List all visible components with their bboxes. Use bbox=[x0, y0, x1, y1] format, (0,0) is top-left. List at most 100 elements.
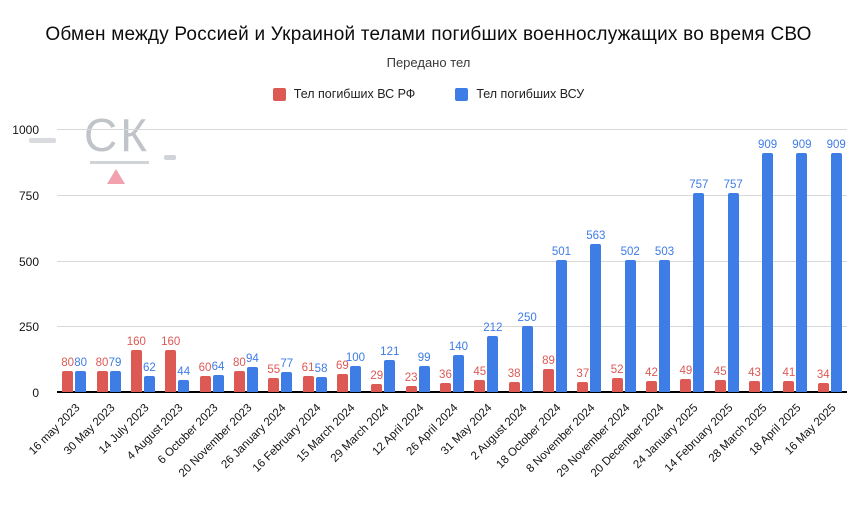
bar-group: 80 80 bbox=[61, 130, 87, 392]
bar-group: 36 140 bbox=[439, 130, 469, 392]
bar-rf: 29 bbox=[370, 370, 383, 392]
bar-group: 61 58 bbox=[302, 130, 328, 392]
bar-rf: 43 bbox=[748, 367, 761, 392]
bar-group: 37 563 bbox=[576, 130, 606, 392]
legend-label-vsu: Тел погибших ВСУ bbox=[476, 87, 585, 101]
y-tick-label: 1000 bbox=[12, 123, 39, 137]
bar-group: 41 909 bbox=[782, 130, 812, 392]
bar-value-label-rf: 23 bbox=[404, 371, 418, 384]
bar-rf: 60 bbox=[199, 362, 211, 392]
bar-group: 80 79 bbox=[96, 130, 122, 392]
bar-value-label-rf: 38 bbox=[507, 368, 521, 381]
bar-group: 34 909 bbox=[816, 130, 846, 392]
y-tick-label: 0 bbox=[32, 386, 39, 400]
bar-rf: 80 bbox=[61, 357, 74, 392]
bar-value-label-vsu: 77 bbox=[280, 357, 294, 370]
bar-group: 43 909 bbox=[748, 130, 777, 392]
legend-swatch-vsu bbox=[455, 87, 469, 101]
watermark-underline bbox=[90, 161, 149, 164]
bar-value-label-rf: 43 bbox=[748, 366, 761, 379]
bar-vsu: 121 bbox=[380, 346, 399, 392]
watermark-logo: СК bbox=[84, 109, 151, 161]
bar-value-label-rf: 42 bbox=[645, 366, 658, 379]
bar-value-label-rf: 69 bbox=[336, 359, 349, 372]
bar-value-label-rf: 36 bbox=[439, 368, 452, 381]
bar-group: 45 757 bbox=[714, 130, 743, 392]
watermark-dash-left bbox=[29, 138, 56, 143]
bar-vsu: 79 bbox=[109, 357, 121, 392]
bar-group: 52 502 bbox=[611, 130, 640, 392]
bar-vsu: 909 bbox=[758, 139, 777, 392]
gridline bbox=[57, 326, 847, 328]
legend-swatch-rf bbox=[272, 87, 286, 101]
bar-vsu: 64 bbox=[212, 361, 224, 392]
bar-value-label-vsu: 501 bbox=[551, 246, 572, 259]
bar-value-label-vsu: 80 bbox=[74, 356, 88, 369]
bar-group: 45 212 bbox=[473, 130, 503, 392]
bar-value-label-rf: 160 bbox=[161, 335, 181, 348]
legend-item-vsu: Тел погибших ВСУ bbox=[455, 87, 584, 101]
bar-rf: 23 bbox=[405, 372, 418, 392]
plot-area: 80 80 80 79 160 62 160 44 60 64 80 94 55 77 61 58 69 100 2… bbox=[57, 129, 847, 393]
chart-title: Обмен между Россией и Украиной телами по… bbox=[45, 24, 812, 45]
bar-value-label-rf: 55 bbox=[267, 363, 281, 376]
bar-value-label-vsu: 563 bbox=[586, 229, 606, 242]
bar-vsu: 44 bbox=[177, 366, 190, 392]
bar-value-label-vsu: 250 bbox=[517, 312, 537, 325]
bar-group: 160 44 bbox=[161, 130, 190, 392]
bar-value-label-rf: 41 bbox=[782, 367, 796, 380]
x-axis-line bbox=[57, 391, 847, 393]
bar-rf: 42 bbox=[645, 367, 658, 392]
bar-value-label-rf: 34 bbox=[816, 369, 830, 382]
bar-value-label-rf: 80 bbox=[61, 356, 75, 369]
bar-rf: 45 bbox=[473, 366, 486, 392]
x-axis-labels: 16 may 2023 30 May 2023 14 July 2023 4 Augu… bbox=[27, 396, 847, 506]
bar-group: 89 501 bbox=[542, 130, 571, 392]
bar-group: 23 99 bbox=[405, 130, 431, 392]
legend: Тел погибших ВС РФ Тел погибших ВСУ bbox=[0, 87, 857, 101]
bar-value-label-vsu: 58 bbox=[314, 362, 328, 375]
bar-group: 80 94 bbox=[233, 130, 259, 392]
bar-vsu: 501 bbox=[552, 246, 571, 392]
gridline bbox=[57, 260, 847, 262]
bar-value-label-vsu: 100 bbox=[345, 351, 366, 364]
bar-rf: 36 bbox=[439, 369, 452, 392]
watermark-triangle-icon bbox=[107, 169, 125, 184]
bar-vsu: 909 bbox=[827, 139, 846, 392]
bar-value-label-vsu: 62 bbox=[142, 361, 156, 374]
bar-vsu: 80 bbox=[74, 357, 87, 392]
chart-subtitle: Передано тел bbox=[386, 55, 471, 70]
bar-vsu: 100 bbox=[346, 352, 365, 392]
bar-vsu: 94 bbox=[246, 353, 259, 392]
bar-rf: 61 bbox=[302, 362, 314, 392]
bar-group: 49 757 bbox=[679, 130, 708, 392]
bar-value-label-vsu: 140 bbox=[448, 341, 469, 354]
bar-rf: 38 bbox=[508, 368, 521, 392]
bar-value-label-vsu: 909 bbox=[826, 138, 846, 151]
bar-group: 69 100 bbox=[336, 130, 365, 392]
bar-value-label-vsu: 121 bbox=[380, 346, 400, 359]
bar-value-label-vsu: 757 bbox=[723, 178, 743, 191]
y-axis-labels: 0 250 500 750 1000 bbox=[0, 123, 48, 400]
bar-value-label-vsu: 99 bbox=[417, 351, 431, 364]
bar-value-label-rf: 49 bbox=[679, 365, 693, 378]
bar-value-label-vsu: 502 bbox=[620, 245, 640, 258]
gridline bbox=[57, 129, 847, 130]
y-tick-label: 500 bbox=[18, 254, 39, 269]
y-tick-label: 250 bbox=[18, 320, 39, 335]
bar-rf: 89 bbox=[542, 355, 555, 392]
bar-rf: 160 bbox=[161, 336, 180, 392]
bar-value-label-rf: 37 bbox=[576, 368, 590, 381]
bar-value-label-vsu: 909 bbox=[792, 138, 812, 151]
bar-rf: 80 bbox=[233, 357, 246, 392]
bar-vsu: 503 bbox=[655, 246, 674, 392]
bar-rf: 45 bbox=[714, 366, 727, 392]
bar-group: 55 77 bbox=[267, 130, 293, 392]
bars-layer: 80 80 80 79 160 62 160 44 60 64 80 94 55 77 61 58 69 100 2… bbox=[57, 130, 847, 392]
bar-value-label-vsu: 44 bbox=[177, 366, 191, 379]
bar-value-label-vsu: 212 bbox=[483, 322, 503, 335]
bar-value-label-rf: 60 bbox=[198, 362, 212, 375]
legend-item-rf: Тел погибших ВС РФ bbox=[272, 87, 415, 101]
bar-value-label-rf: 80 bbox=[95, 356, 109, 369]
